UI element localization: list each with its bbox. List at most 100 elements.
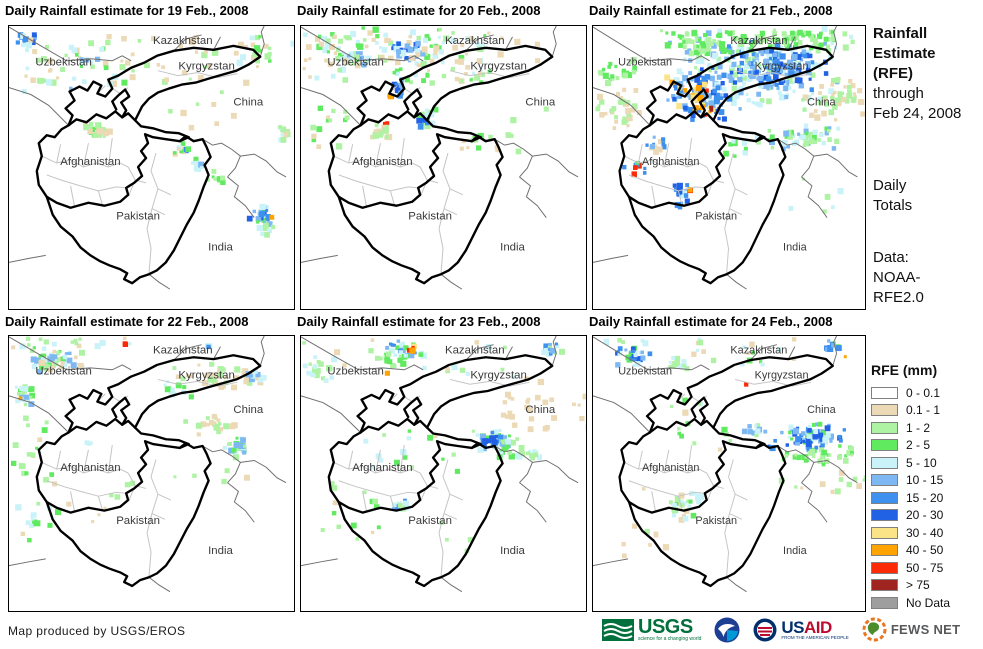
country-label: Afghanistan <box>60 156 120 168</box>
country-label: India <box>208 545 233 557</box>
map-credit: Map produced by USGS/EROS <box>8 624 186 638</box>
map-canvas: Kazakhstan Uzbekistan Kyrgyzstan China Afgha… <box>593 26 865 290</box>
legend-item: > 75 <box>871 577 981 595</box>
country-label: India <box>500 545 525 557</box>
country-label: Kazakhstan <box>730 344 787 356</box>
sidebar-through: through Feb 24, 2008 <box>873 85 962 122</box>
country-label: Kazakhstan <box>153 35 213 47</box>
fewsnet-globe-icon <box>862 617 887 642</box>
country-label: Uzbekistan <box>327 57 383 69</box>
legend-item: 10 - 15 <box>871 472 981 490</box>
country-label: Pakistan <box>408 211 452 223</box>
noaa-logo <box>714 617 740 643</box>
country-label: Kazakhstan <box>153 344 213 356</box>
panel-title-19feb: Daily Rainfall estimate for 19 Feb., 200… <box>5 3 249 18</box>
usgs-logo-tagline: science for a changing world <box>638 636 702 642</box>
legend-label: 30 - 40 <box>906 525 944 540</box>
legend-item: 40 - 50 <box>871 542 981 560</box>
legend-label: 2 - 5 <box>906 438 931 453</box>
map-canvas: Kazakhstan Uzbekistan Kyrgyzstan China Afgha… <box>9 26 294 290</box>
country-label: Kazakhstan <box>445 344 505 356</box>
legend-title: RFE (mm) <box>871 362 938 378</box>
legend-items: 0 - 0.1 0.1 - 1 1 - 2 2 - 5 5 - 10 10 - 15 15 … <box>871 384 981 612</box>
country-label: Pakistan <box>116 211 160 223</box>
map-panel-24feb: Kazakhstan Uzbekistan Kyrgyzstan China Afgha… <box>592 335 866 612</box>
panel-title-22feb: Daily Rainfall estimate for 22 Feb., 200… <box>5 314 249 329</box>
fewsnet-logo-text: FEWS NET <box>890 622 961 637</box>
panel-title-20feb: Daily Rainfall estimate for 20 Feb., 200… <box>297 3 541 18</box>
country-label: Kyrgyzstan <box>470 370 526 382</box>
country-label: Uzbekistan <box>35 366 91 378</box>
country-label: Uzbekistan <box>618 366 672 378</box>
legend-swatch <box>871 421 898 434</box>
legend-label: 5 - 10 <box>906 455 937 470</box>
map-canvas: Kazakhstan Uzbekistan Kyrgyzstan China Afgha… <box>9 336 287 593</box>
legend-swatch <box>871 579 898 592</box>
legend-item: 1 - 2 <box>871 419 981 437</box>
country-label: China <box>807 96 836 108</box>
panel-title-21feb: Daily Rainfall estimate for 21 Feb., 200… <box>589 3 833 18</box>
legend-swatch <box>871 404 898 417</box>
legend-label: > 75 <box>906 578 930 593</box>
map-canvas: Kazakhstan Uzbekistan Kyrgyzstan China Afgha… <box>301 336 586 593</box>
sidebar-daily-totals: Daily Totals <box>873 177 913 214</box>
agency-logos: USGS science for a changing world USAID … <box>602 611 960 648</box>
legend-item: 20 - 30 <box>871 507 981 525</box>
country-label: India <box>500 241 525 253</box>
legend: RFE (mm) 0 - 0.1 0.1 - 1 1 - 2 2 - 5 5 - 10 1… <box>871 362 981 612</box>
legend-item: 0 - 0.1 <box>871 384 981 402</box>
country-label: Uzbekistan <box>35 57 91 69</box>
legend-swatch <box>871 474 898 487</box>
country-label: Uzbekistan <box>327 366 383 378</box>
map-panel-20feb: Kazakhstan Uzbekistan Kyrgyzstan China Afgha… <box>300 25 587 310</box>
map-panel-21feb: Kazakhstan Uzbekistan Kyrgyzstan China Afgha… <box>592 25 866 310</box>
country-label: Pakistan <box>116 515 160 527</box>
legend-label: 0.1 - 1 <box>906 403 941 418</box>
legend-item: 15 - 20 <box>871 489 981 507</box>
legend-item: 30 - 40 <box>871 524 981 542</box>
usaid-logo-text: USAID <box>781 617 832 637</box>
country-label: Afghanistan <box>642 156 700 168</box>
usaid-emblem-icon <box>753 618 777 641</box>
usaid-logo: USAID FROM THE AMERICAN PEOPLE <box>753 617 849 642</box>
panel-title-23feb: Daily Rainfall estimate for 23 Feb., 200… <box>297 314 541 329</box>
country-label: Kyrgyzstan <box>755 60 809 72</box>
usgs-logo-text: USGS <box>638 616 693 638</box>
country-label: China <box>807 404 836 416</box>
map-panel-23feb: Kazakhstan Uzbekistan Kyrgyzstan China Afgha… <box>300 335 587 612</box>
legend-label: 0 - 0.1 <box>906 385 941 400</box>
legend-item: 50 - 75 <box>871 559 981 577</box>
country-label: India <box>208 241 233 253</box>
country-label: Afghanistan <box>60 462 120 474</box>
legend-label: 50 - 75 <box>906 560 944 575</box>
country-label: China <box>233 96 263 108</box>
country-label: China <box>525 96 555 108</box>
legend-item: 5 - 10 <box>871 454 981 472</box>
panel-title-24feb: Daily Rainfall estimate for 24 Feb., 200… <box>589 314 833 329</box>
country-label: Pakistan <box>695 210 737 222</box>
legend-label: 15 - 20 <box>906 490 944 505</box>
legend-swatch <box>871 509 898 522</box>
country-label: Kyrgyzstan <box>178 61 234 73</box>
country-label: Afghanistan <box>642 462 700 474</box>
country-label: Kyrgyzstan <box>178 370 234 382</box>
country-label: China <box>233 404 264 416</box>
usgs-wave-icon <box>602 618 634 641</box>
legend-item: No Data <box>871 594 981 612</box>
legend-swatch <box>871 491 898 504</box>
sidebar-title: Rainfall Estimate (RFE) <box>873 25 936 82</box>
map-canvas: Kazakhstan Uzbekistan Kyrgyzstan China Afgha… <box>301 26 579 290</box>
legend-label: 40 - 50 <box>906 543 944 558</box>
country-label: Kazakhstan <box>730 35 787 47</box>
country-label: India <box>783 545 807 557</box>
country-label: India <box>783 241 807 253</box>
country-label: Kyrgyzstan <box>470 61 526 73</box>
country-label: Kyrgyzstan <box>755 369 809 381</box>
usaid-logo-tagline: FROM THE AMERICAN PEOPLE <box>781 634 849 640</box>
legend-swatch <box>871 561 898 574</box>
legend-item: 2 - 5 <box>871 437 981 455</box>
country-label: Pakistan <box>408 515 452 527</box>
noaa-seagull-icon <box>714 617 740 642</box>
legend-swatch <box>871 439 898 452</box>
